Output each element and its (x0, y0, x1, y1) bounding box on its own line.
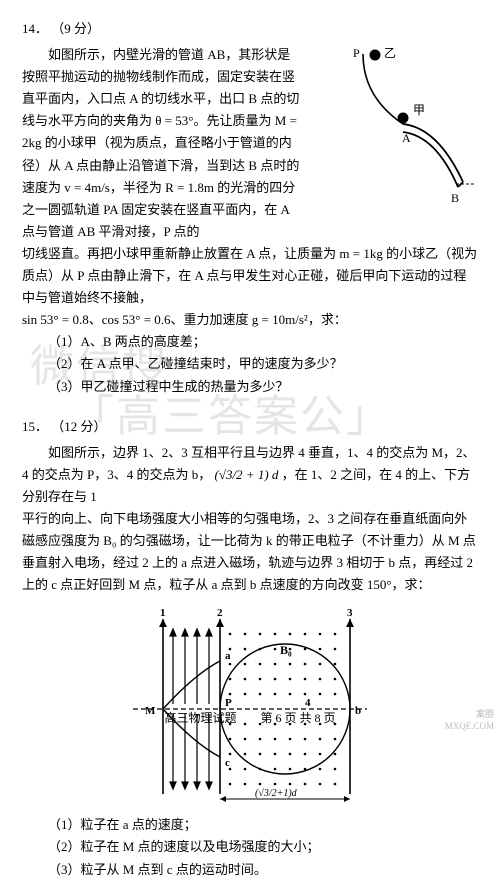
problem-15-sub2: （2）粒子在 M 点的速度以及电场强度的大小； (22, 836, 478, 858)
problem-14-sub3: （3）甲乙碰撞过程中生成的热量为多少？ (22, 376, 478, 398)
problem-14-body: 如图所示，内壁光滑的管道 AB，其形状是按照平抛运动的抛物线制作而成，固定安装在… (22, 44, 478, 331)
problem-14-number: 14． (22, 21, 48, 36)
problem-15-points: （12 分） (51, 419, 106, 434)
svg-text:2: 2 (217, 607, 223, 619)
page-footer: 高三物理试题 第 6 页 共 8 页 (0, 708, 500, 728)
problem-15: 15． （12 分） 如图所示，边界 1、2、3 互相平行且与边界 4 垂直，1… (22, 416, 478, 881)
problem-14-body-2: 切线竖直。再把小球甲重新静止放置在 A 点，让质量为 m = 1kg 的小球乙（… (22, 243, 478, 309)
svg-text:c: c (225, 757, 230, 769)
svg-text:3: 3 (347, 607, 353, 619)
problem-15-body-p2: 平行的向上、向下电场强度大小相等的匀强电场，2、3 之间存在垂直纸面向外磁感应强… (22, 508, 478, 596)
problem-14: 14． （9 分） P 乙 甲 A B 如图所示，内壁光滑的管道 AB，其形状是… (22, 18, 478, 398)
svg-text:B₀: B₀ (280, 643, 292, 657)
problem-14-points: （9 分） (51, 21, 100, 36)
problem-15-number: 15． (22, 419, 48, 434)
problem-15-sub3: （3）粒子从 M 点到 c 点的运动时间。 (22, 859, 478, 881)
problem-14-body-1: 如图所示，内壁光滑的管道 AB，其形状是按照平抛运动的抛物线制作而成，固定安装在… (22, 44, 478, 243)
problem-15-diagram: 1 2 3 4 M P a b c B₀ (√3/2+1)d (125, 604, 375, 804)
problem-15-frac: (√3/2 + 1) d (214, 467, 278, 482)
problem-15-sub1: （1）粒子在 a 点的速度； (22, 814, 478, 836)
svg-text:1: 1 (160, 607, 166, 619)
svg-text:a: a (225, 650, 231, 662)
problem-14-header: 14． （9 分） (22, 18, 478, 40)
svg-text:(√3/2+1)d: (√3/2+1)d (255, 788, 298, 799)
problem-15-body: 如图所示，边界 1、2、3 互相平行且与边界 4 垂直，1、4 的交点为 M，2… (22, 442, 478, 597)
problem-15-header: 15． （12 分） (22, 416, 478, 438)
corner-label-2: MXQE.COM (445, 719, 494, 734)
problem-14-sub2: （2）在 A 点甲、乙碰撞结束时，甲的速度为多少？ (22, 353, 478, 375)
problem-14-consts: sin 53° = 0.8、cos 53° = 0.6、重力加速度 g = 10… (22, 309, 478, 331)
problem-14-sub1: （1）A、B 两点的高度差； (22, 331, 478, 353)
